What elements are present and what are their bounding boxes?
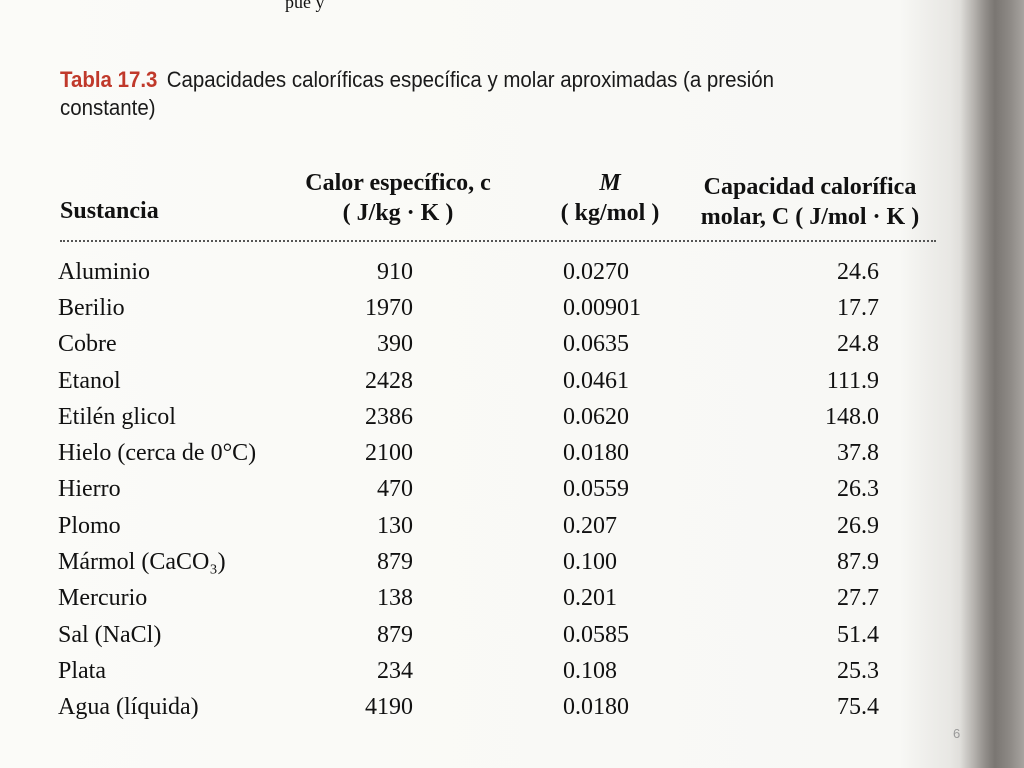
cell-molar-capacity: 26.9 <box>837 512 879 539</box>
header-molar-mass: M ( kg/mol ) <box>540 168 680 228</box>
cell-molar-capacity: 51.4 <box>837 621 879 648</box>
table-row: Etilén glicol 2386 0.0620 148.0 <box>58 399 879 435</box>
table-row: Cobre 390 0.0635 24.8 <box>58 327 879 363</box>
cut-off-text: pue y <box>285 0 325 12</box>
page-number: 6 <box>953 726 961 741</box>
table-caption: Tabla 17.3 Capacidades caloríficas especí… <box>60 66 823 122</box>
table-row: Plata 234 0.108 25.3 <box>58 653 879 689</box>
cell-specific-heat: 2428 <box>365 367 413 394</box>
cell-molar-capacity: 24.8 <box>837 331 879 358</box>
table-row: Berilio 1970 0.00901 17.7 <box>58 290 879 326</box>
cell-substance: Aluminio <box>58 258 151 285</box>
header-molar-mass-title: M <box>599 170 621 196</box>
cell-molar-capacity: 26.3 <box>837 476 879 503</box>
table-row: Mercurio 138 0.201 27.7 <box>58 581 879 617</box>
table-row: Etanol 2428 0.0461 111.9 <box>58 363 879 399</box>
cell-specific-heat: 138 <box>377 585 413 612</box>
cell-specific-heat: 879 <box>377 549 413 576</box>
table-caption-text: Capacidades caloríficas específica y mol… <box>60 67 775 120</box>
cell-molar-mass: 0.0180 <box>563 694 629 721</box>
table-row: Plomo 130 0.207 26.9 <box>58 508 879 544</box>
cell-molar-mass: 0.108 <box>563 657 617 684</box>
table-row: Sal (NaCl) 879 0.0585 51.4 <box>58 617 879 653</box>
table-row: Mármol (CaCO₃) 879 0.100 87.9 <box>58 544 879 580</box>
header-divider <box>60 240 936 242</box>
cell-substance: Agua (líquida) <box>58 694 199 721</box>
cell-molar-mass: 0.0585 <box>563 621 629 648</box>
header-substance: Sustancia <box>60 198 159 224</box>
cell-substance: Sal (NaCl) <box>58 621 162 648</box>
cell-molar-mass: 0.100 <box>563 549 617 576</box>
cell-molar-mass: 0.0461 <box>563 367 629 394</box>
cell-molar-mass: 0.0270 <box>563 258 629 285</box>
cell-specific-heat: 470 <box>377 476 413 503</box>
cell-molar-mass: 0.0559 <box>563 476 629 503</box>
table-row: Agua (líquida) 4190 0.0180 75.4 <box>58 690 879 726</box>
cell-specific-heat: 879 <box>377 621 413 648</box>
header-specific-heat-unit: ( J/kg · K ) <box>342 200 454 226</box>
cell-molar-mass: 0.0635 <box>563 331 629 358</box>
cell-molar-mass: 0.201 <box>563 585 617 612</box>
cell-specific-heat: 1970 <box>365 294 413 321</box>
cell-substance: Cobre <box>58 331 117 358</box>
cell-molar-capacity: 75.4 <box>837 694 879 721</box>
header-specific-heat-title: Calor específico, c <box>305 170 491 196</box>
header-molar-mass-unit: ( kg/mol ) <box>560 200 660 226</box>
cell-molar-mass: 0.0180 <box>563 440 629 467</box>
cell-specific-heat: 130 <box>377 512 413 539</box>
table-row: Hierro 470 0.0559 26.3 <box>58 472 879 508</box>
table-body: Aluminio 910 0.0270 24.6 Berilio 1970 0.00901 1… <box>58 254 879 726</box>
cell-specific-heat: 2386 <box>365 403 413 430</box>
cell-molar-capacity: 111.9 <box>826 367 879 394</box>
cell-molar-mass: 0.0620 <box>563 403 629 430</box>
cell-specific-heat: 234 <box>377 657 413 684</box>
page-edge-shadow <box>900 0 1024 768</box>
cell-specific-heat: 4190 <box>365 694 413 721</box>
cell-substance: Etilén glicol <box>58 403 176 430</box>
table-row: Hielo (cerca de 0°C) 2100 0.0180 37.8 <box>58 435 879 471</box>
cell-substance: Mercurio <box>58 585 148 612</box>
cell-substance: Etanol <box>58 367 121 394</box>
header-molar-capacity-unit: molar, C ( J/mol · K ) <box>700 204 920 230</box>
heat-capacity-table: Aluminio 910 0.0270 24.6 Berilio 1970 0.00901 1… <box>58 254 879 726</box>
header-molar-capacity-title: Capacidad calorífica <box>703 174 917 200</box>
cell-molar-capacity: 87.9 <box>837 549 879 576</box>
cell-substance: Hierro <box>58 476 121 503</box>
cell-molar-capacity: 25.3 <box>837 657 879 684</box>
cell-specific-heat: 2100 <box>365 440 413 467</box>
cell-substance: Mármol (CaCO₃) <box>58 549 226 576</box>
cell-molar-capacity: 27.7 <box>837 585 879 612</box>
table-caption-label: Tabla 17.3 <box>60 67 158 92</box>
cell-substance: Hielo (cerca de 0°C) <box>58 440 257 467</box>
cell-molar-mass: 0.207 <box>563 512 617 539</box>
header-specific-heat: Calor específico, c ( J/kg · K ) <box>298 168 498 228</box>
cell-specific-heat: 390 <box>377 331 413 358</box>
cell-specific-heat: 910 <box>377 258 413 285</box>
cell-molar-mass: 0.00901 <box>563 294 641 321</box>
cell-molar-capacity: 37.8 <box>837 440 879 467</box>
table-row: Aluminio 910 0.0270 24.6 <box>58 254 879 290</box>
cell-substance: Plomo <box>58 512 121 539</box>
cell-molar-capacity: 148.0 <box>825 403 879 430</box>
cell-molar-capacity: 17.7 <box>837 294 879 321</box>
header-molar-capacity: Capacidad calorífica molar, C ( J/mol · … <box>694 172 926 232</box>
cell-substance: Plata <box>58 657 106 684</box>
cell-molar-capacity: 24.6 <box>837 258 879 285</box>
cell-substance: Berilio <box>58 294 125 321</box>
